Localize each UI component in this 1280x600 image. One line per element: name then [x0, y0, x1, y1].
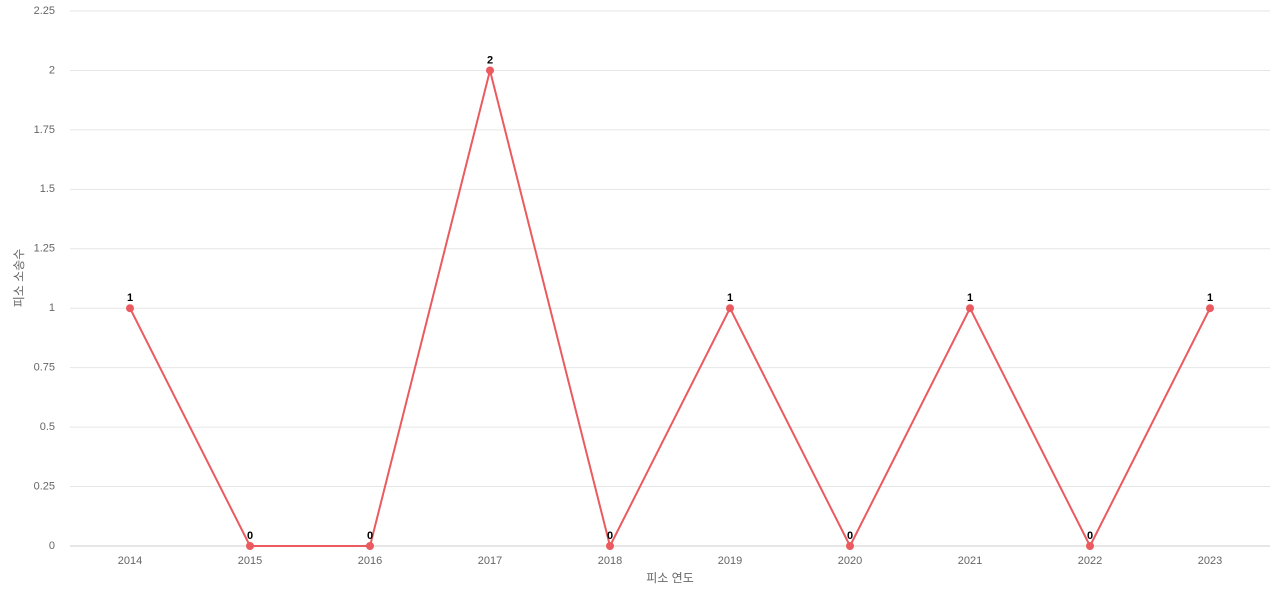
value-label: 2	[487, 54, 493, 66]
y-axis-title: 피소 소송수	[12, 249, 26, 308]
y-tick-label: 0	[49, 540, 55, 552]
value-label: 1	[1207, 292, 1213, 304]
y-tick-label: 2.25	[34, 5, 55, 17]
y-tick-label: 1.5	[40, 183, 55, 195]
y-tick-label: 0.75	[34, 362, 55, 374]
value-label: 0	[607, 530, 613, 542]
point	[846, 542, 854, 550]
value-label: 0	[367, 530, 373, 542]
line	[129, 70, 1211, 549]
x-tick-label: 2014	[118, 555, 142, 567]
value-label: 0	[847, 530, 853, 542]
point	[726, 304, 734, 313]
value-label: 1	[967, 292, 973, 304]
x-tick-label: 2021	[958, 555, 982, 567]
y-tick-label: 1.75	[34, 124, 55, 136]
x-tick-label: 2015	[238, 555, 262, 567]
y-tick-label: 1	[49, 302, 55, 314]
point	[1086, 542, 1094, 550]
point	[366, 542, 374, 550]
y-tick-label: 1.25	[34, 243, 55, 255]
y-tick-label: 2	[49, 64, 55, 76]
value-label: 1	[127, 292, 133, 304]
value-label: 1	[727, 292, 733, 304]
y-tick-label: 0.25	[34, 480, 55, 492]
point	[486, 66, 494, 75]
x-axis-title: 피소 연도	[646, 571, 694, 585]
x-tick-label: 2018	[598, 555, 622, 567]
point	[1206, 304, 1214, 313]
x-tick-label: 2019	[718, 555, 742, 567]
x-tick-label: 2020	[838, 555, 862, 567]
x-tick-label: 2023	[1198, 555, 1222, 567]
x-tick-label: 2016	[358, 555, 382, 567]
point	[246, 542, 254, 550]
y-tick-label: 0.5	[40, 421, 55, 433]
point	[966, 304, 974, 313]
value-label: 0	[247, 530, 253, 542]
x-tick-label: 2022	[1078, 555, 1102, 567]
value-label: 0	[1087, 530, 1093, 542]
point	[606, 542, 614, 550]
point	[126, 304, 134, 313]
x-tick-label: 2017	[478, 555, 502, 567]
